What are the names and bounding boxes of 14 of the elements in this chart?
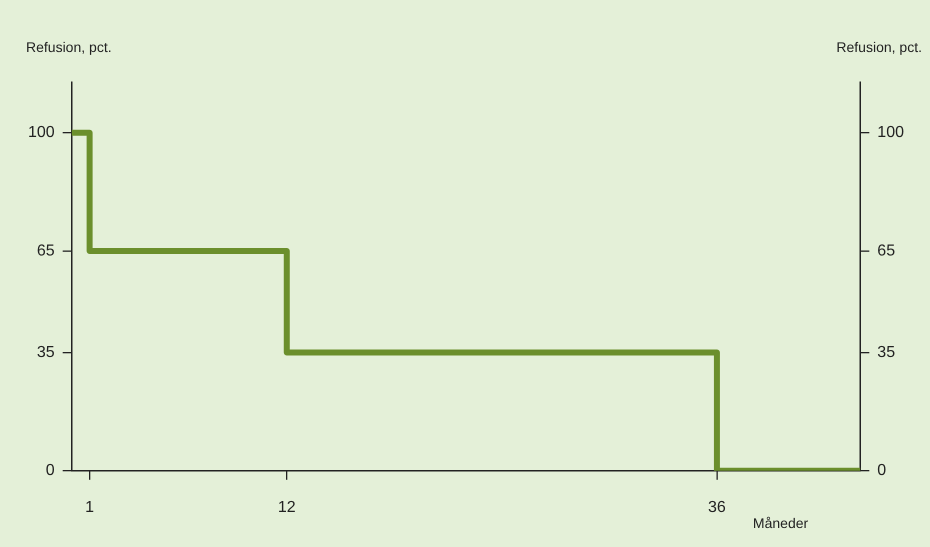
y2-tick-label: 100 bbox=[877, 124, 904, 142]
x-tick-label: 1 bbox=[85, 498, 94, 516]
y-tick-label: 65 bbox=[36, 242, 55, 260]
y-tick-label: 35 bbox=[36, 344, 55, 361]
y-tick-label: 0 bbox=[46, 462, 55, 480]
x-tick-label: 36 bbox=[708, 498, 726, 516]
x-axis-title: Måneder bbox=[752, 514, 809, 531]
y2-tick-label: 0 bbox=[877, 462, 886, 480]
y2-tick-label: 65 bbox=[877, 242, 896, 260]
y2-axis-title: Refusion, pct. bbox=[836, 39, 922, 55]
y-tick-label: 100 bbox=[28, 124, 55, 142]
x-tick-label: 12 bbox=[278, 498, 296, 516]
y-axis-title: Refusion, pct. bbox=[26, 39, 112, 55]
y2-tick-label: 35 bbox=[877, 344, 896, 361]
